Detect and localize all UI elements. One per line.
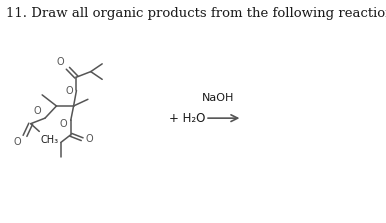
Text: CH₃: CH₃ [41,135,59,145]
Text: + H₂O: + H₂O [169,112,206,125]
Text: O: O [86,134,93,144]
Text: O: O [14,137,22,147]
Text: O: O [57,57,64,67]
Text: O: O [60,119,67,129]
Text: O: O [34,106,42,116]
Text: 11. Draw all organic products from the following reaction.: 11. Draw all organic products from the f… [7,7,386,20]
Text: O: O [65,86,73,96]
Text: NaOH: NaOH [202,93,234,103]
